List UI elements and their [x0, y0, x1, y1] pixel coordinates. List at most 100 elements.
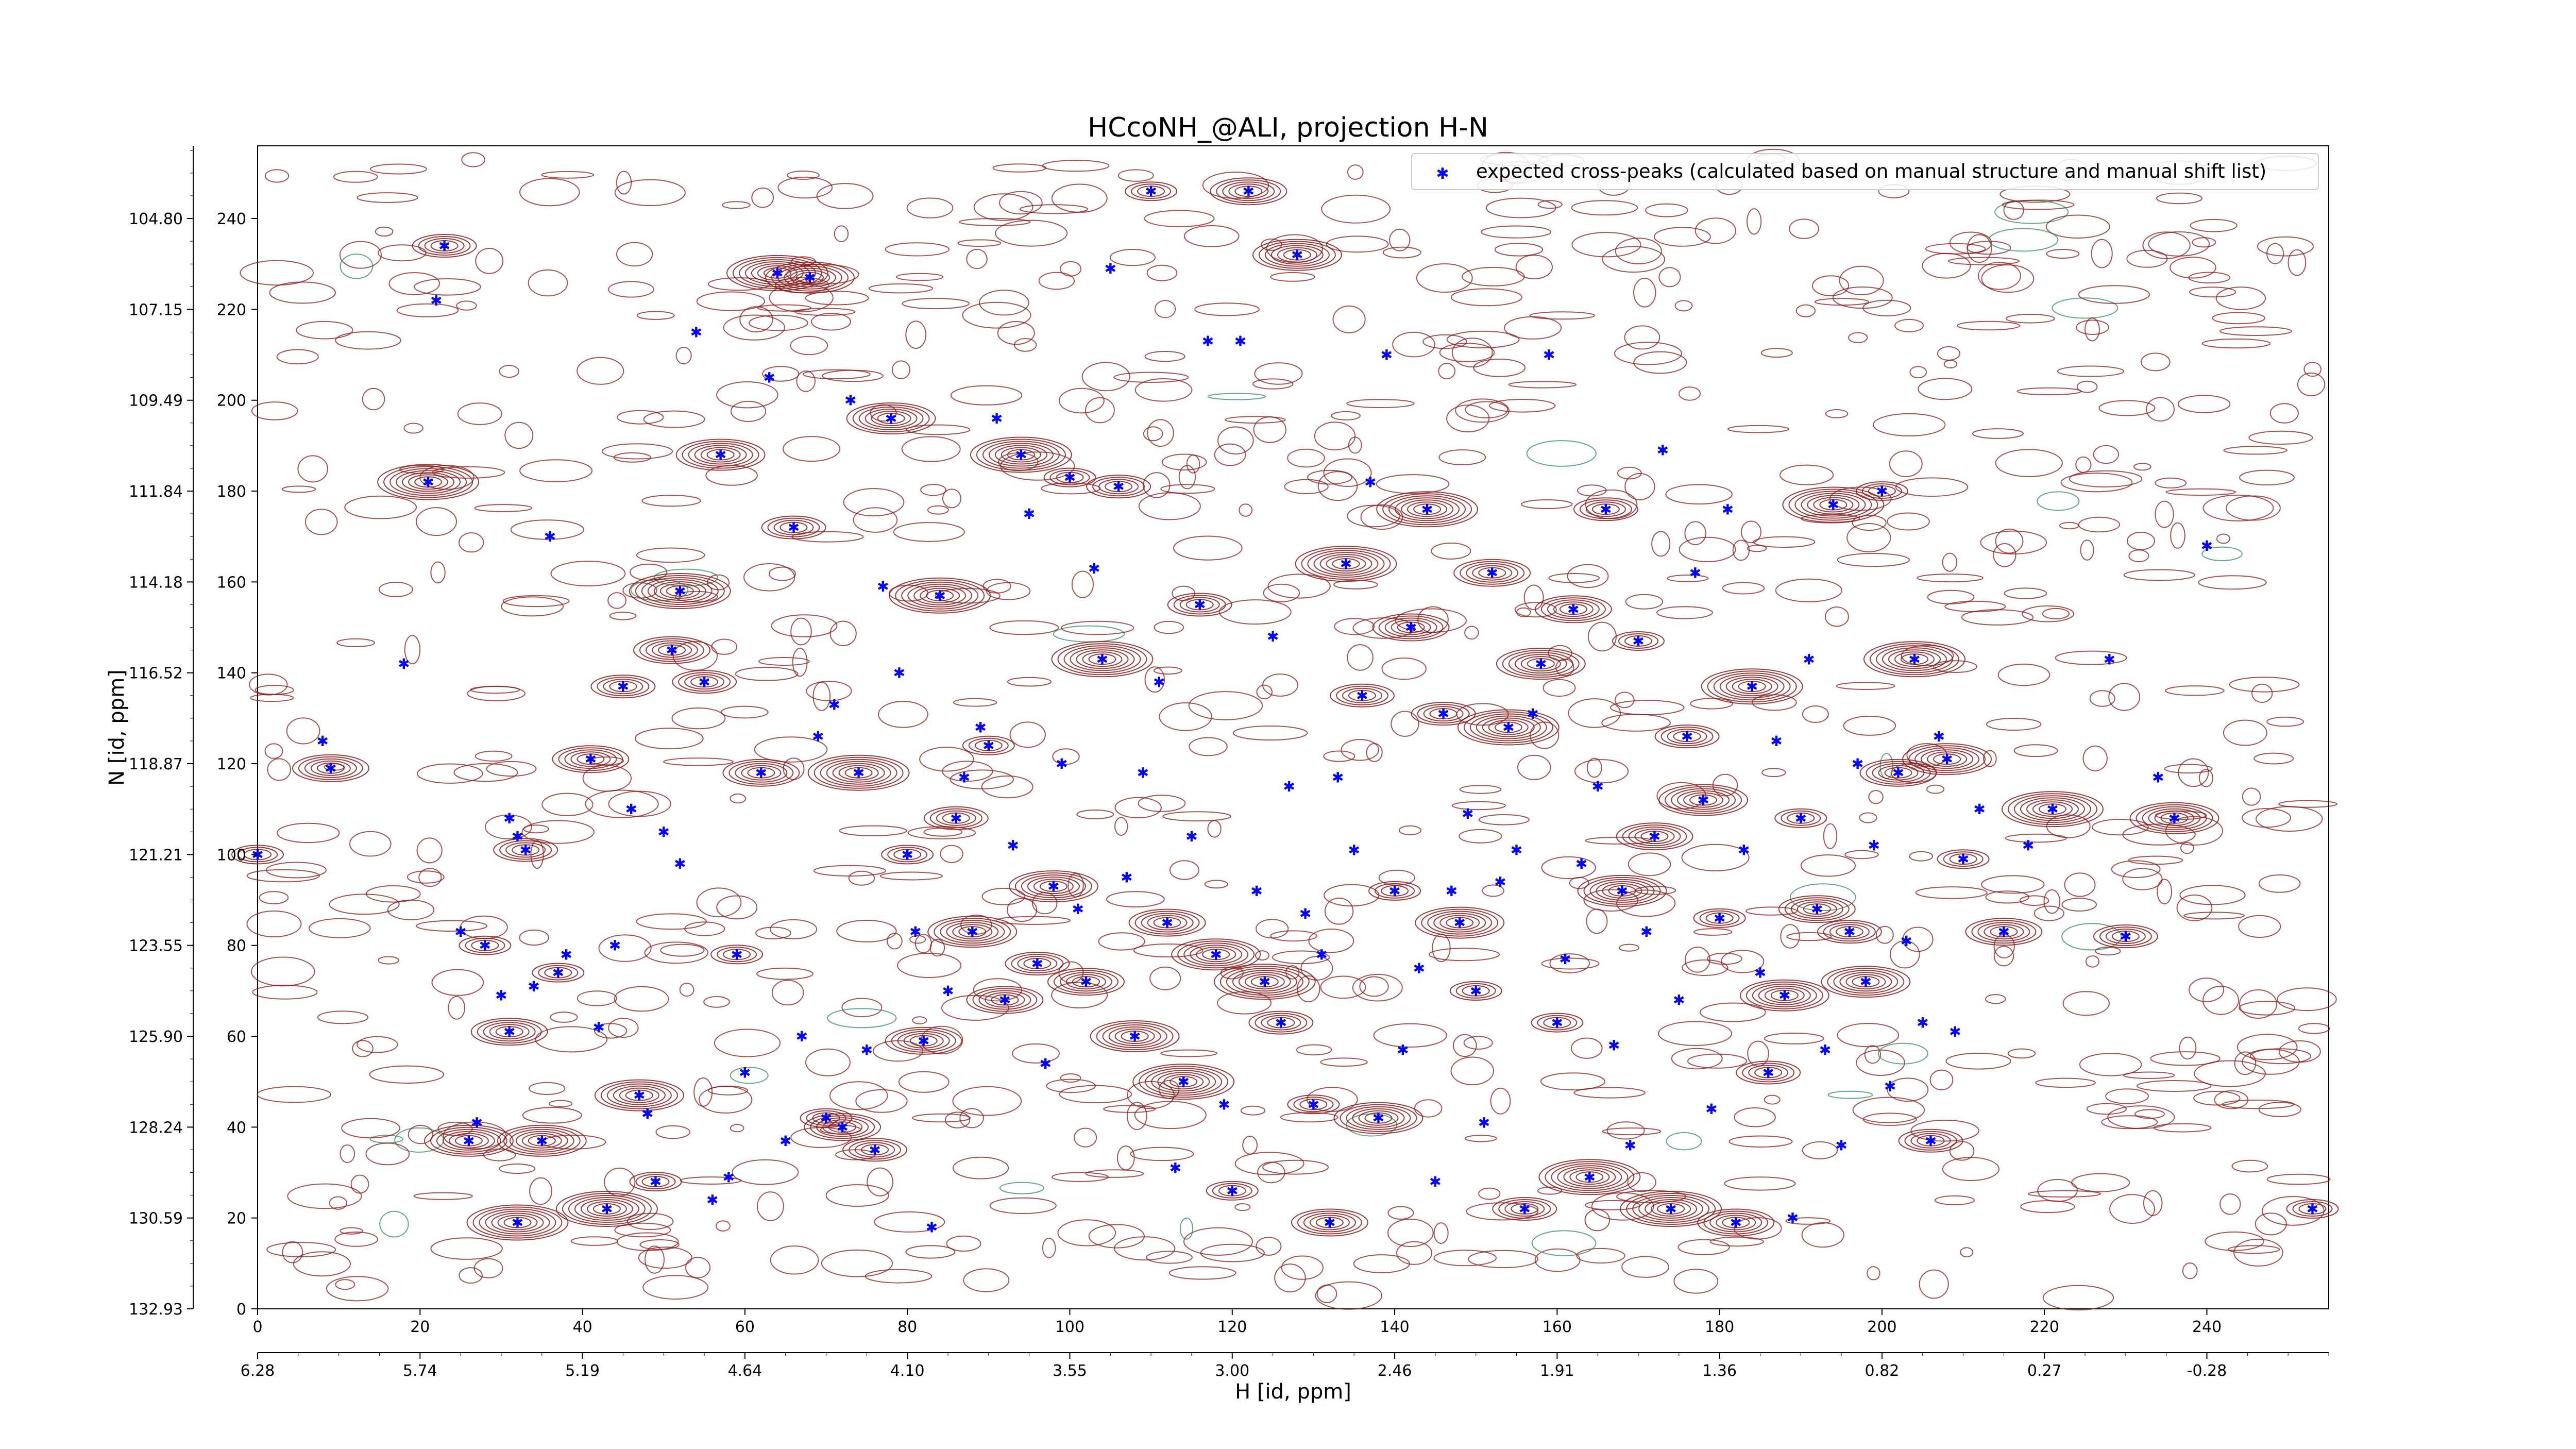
noise-contour	[902, 298, 970, 310]
cross-peak-marker: ✱	[1705, 1101, 1717, 1118]
noise-contour	[1146, 1251, 1193, 1264]
noise-contour	[821, 1249, 893, 1277]
peak-contour	[396, 470, 461, 494]
peak-contour	[1108, 1026, 1161, 1046]
noise-contour	[259, 891, 289, 904]
peak-contour	[1583, 877, 1661, 905]
cross-peak-marker: ✱	[1129, 1028, 1141, 1045]
noise-contour	[2042, 1285, 2114, 1311]
peak-contour	[1307, 550, 1385, 578]
x-ppm-tick-label: 4.10	[890, 1362, 925, 1380]
noise-contour	[730, 793, 747, 804]
noise-contour	[329, 894, 400, 915]
noise-contour	[2258, 874, 2301, 893]
noise-contour	[1225, 416, 1286, 424]
peak-contour	[1212, 1183, 1252, 1199]
noise-contour	[995, 916, 1071, 925]
cross-peak-marker: ✱	[1608, 1037, 1620, 1054]
peak-contour	[1364, 1112, 1393, 1124]
peak-contour	[503, 1126, 581, 1155]
cross-peak-marker: ✱	[1640, 923, 1652, 940]
peak-contour	[1693, 908, 1746, 928]
noise-contour	[2253, 752, 2294, 765]
noise-contour	[1529, 311, 1596, 320]
cross-peak-marker: ✱	[690, 324, 702, 341]
cross-peak-marker: ✱	[1259, 973, 1270, 990]
noise-contour	[929, 939, 945, 957]
noise-contour	[721, 705, 769, 719]
peak-contour	[1538, 1159, 1641, 1195]
noise-contour	[1846, 523, 1891, 552]
peak-contour	[1758, 985, 1811, 1005]
peak-contour	[970, 436, 1072, 473]
noise-contour	[848, 870, 875, 886]
peak-contour	[1381, 885, 1409, 897]
peak-contour	[1342, 687, 1382, 703]
noise-contour	[1549, 953, 1590, 973]
noise-contour	[636, 547, 705, 563]
peak-contour	[706, 449, 735, 461]
cross-peak-marker: ✱	[1275, 1015, 1287, 1032]
peak-contour	[646, 640, 698, 660]
noise-contour	[1478, 814, 1530, 825]
noise-contour	[1862, 1113, 1917, 1126]
noise-contour	[1764, 1094, 1781, 1105]
noise-contour	[1877, 1042, 1928, 1065]
noise-contour	[1147, 419, 1174, 447]
x-ppm-tick-label: -0.28	[2187, 1362, 2227, 1380]
cross-peak-marker: ✱	[1852, 755, 1863, 772]
peak-contour	[1782, 486, 1885, 523]
noise-contour	[2007, 1048, 2036, 1059]
peak-contour	[466, 1204, 569, 1241]
peak-contour	[465, 937, 505, 953]
peak-contour	[629, 1172, 682, 1192]
peak-contour	[1478, 567, 1506, 579]
noise-contour	[1671, 1048, 1723, 1070]
noise-contour	[1541, 856, 1596, 879]
noise-contour	[912, 1113, 971, 1123]
noise-contour	[519, 178, 580, 207]
peak-contour	[1213, 964, 1316, 1000]
noise-contour	[1859, 812, 1877, 823]
peak-contour	[436, 1128, 501, 1153]
peak-contour	[978, 990, 1031, 1010]
noise-contour	[2148, 231, 2210, 257]
noise-contour	[357, 1036, 398, 1053]
peak-contour	[1701, 668, 1803, 705]
peak-contour	[1319, 554, 1372, 574]
peak-contour	[1234, 186, 1263, 197]
y-ppm-tick-label: 114.18	[129, 574, 183, 592]
noise-contour	[758, 657, 810, 666]
cross-peak-marker: ✱	[552, 965, 564, 982]
peak-contour	[1206, 1181, 1259, 1201]
noise-contour	[771, 980, 804, 1006]
noise-contour	[2037, 491, 2080, 511]
noise-contour	[2108, 683, 2141, 711]
peak-contour	[722, 759, 800, 787]
cross-peak-marker: ✱	[1803, 651, 1815, 668]
noise-contour	[2255, 1212, 2287, 1236]
noise-contour	[614, 179, 686, 206]
peak-contour	[1921, 749, 1974, 769]
cross-peak-marker: ✱	[950, 810, 962, 827]
peak-contour	[1788, 488, 1878, 521]
noise-contour	[1918, 378, 1973, 400]
cross-peak-marker: ✱	[1421, 501, 1433, 518]
noise-contour	[1606, 1121, 1645, 1140]
noise-contour	[1143, 472, 1171, 498]
noise-contour	[339, 241, 382, 269]
peak-contour	[1626, 1193, 1716, 1225]
cross-peak-marker: ✱	[1031, 955, 1043, 972]
noise-contour	[1464, 1135, 1497, 1142]
noise-contour	[1214, 443, 1246, 466]
noise-contour	[1802, 705, 1829, 723]
noise-contour	[2076, 319, 2109, 335]
peak-contour	[810, 1115, 875, 1139]
noise-contour	[1985, 890, 2029, 904]
cross-peak-marker: ✱	[1754, 965, 1766, 982]
noise-contour	[1042, 1237, 1056, 1258]
peak-contour	[710, 945, 764, 965]
peak-contour	[1868, 485, 1896, 497]
cross-peak-marker: ✱	[1437, 705, 1449, 722]
noise-contour	[843, 488, 905, 517]
